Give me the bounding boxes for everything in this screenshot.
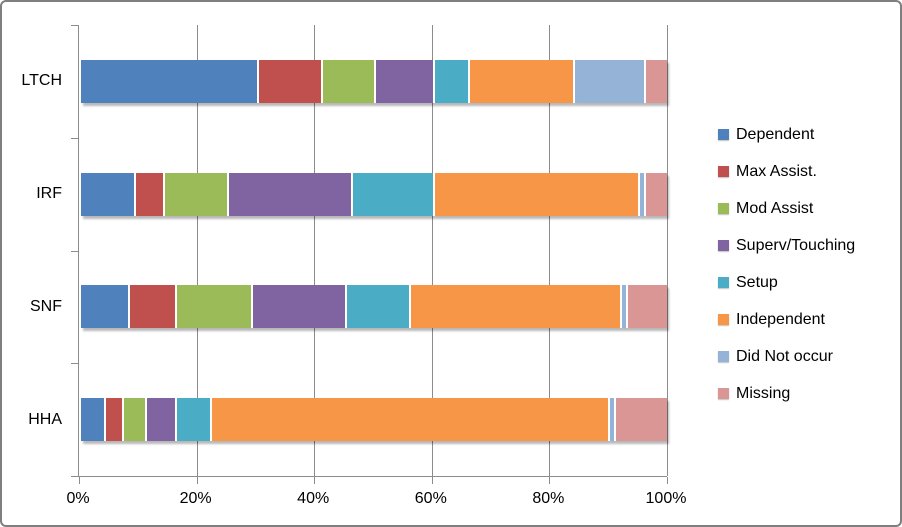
bar-segment-hha-superv-touching: [145, 398, 175, 441]
x-axis-tick: [314, 477, 316, 484]
bar-segment-ltch-superv-touching: [373, 60, 433, 103]
legend-swatch-icon: [718, 203, 729, 214]
bar-segment-snf-superv-touching: [250, 285, 345, 328]
gridline-20: [196, 25, 198, 476]
bar-segment-ltch-mod-assist: [321, 60, 374, 103]
bar-segment-snf-mod-assist: [174, 285, 251, 328]
legend: Dependent Max Assist. Mod Assist Superv/Tou…: [718, 123, 855, 419]
x-axis-label-20: 20%: [179, 490, 212, 507]
legend-swatch-icon: [718, 314, 729, 325]
bar-segment-ltch-setup: [432, 60, 468, 103]
legend-item-independent: Independent: [718, 308, 855, 331]
legend-label: Missing: [736, 384, 791, 402]
legend-swatch-icon: [718, 129, 729, 140]
bar-segment-snf-setup: [344, 285, 410, 328]
x-axis-label-100: 100%: [645, 490, 687, 507]
category-label-snf: SNF: [30, 298, 62, 315]
bar-hha: [81, 398, 667, 441]
bar-segment-ltch-max-assist: [256, 60, 322, 103]
bar-segment-irf-independent: [432, 173, 638, 216]
x-axis-tick: [431, 477, 433, 484]
legend-item-superv-touching: Superv/Touching: [718, 234, 855, 257]
bar-segment-ltch-did-not-occur: [573, 60, 644, 103]
y-axis-tick: [71, 25, 78, 26]
bar-segment-snf-missing: [625, 285, 667, 328]
bar-segment-hha-did-not-occur: [608, 398, 615, 441]
legend-swatch-icon: [718, 351, 729, 362]
legend-swatch-icon: [718, 240, 729, 251]
legend-swatch-icon: [718, 388, 729, 399]
bar-segment-hha-max-assist: [104, 398, 123, 441]
bar-segment-snf-independent: [409, 285, 621, 328]
legend-item-missing: Missing: [718, 382, 855, 405]
bar-segment-snf-dependent: [81, 285, 128, 328]
legend-label: Max Assist.: [736, 162, 817, 180]
legend-item-dependent: Dependent: [718, 123, 855, 146]
bar-segment-hha-missing: [614, 398, 667, 441]
bar-segment-irf-missing: [643, 173, 667, 216]
bar-irf: [81, 173, 667, 216]
bar-segment-irf-mod-assist: [163, 173, 228, 216]
gridline-60: [431, 25, 433, 476]
legend-label: Setup: [736, 273, 778, 291]
legend-item-max-assist: Max Assist.: [718, 160, 855, 183]
category-label-irf: IRF: [36, 185, 62, 202]
x-axis-label-60: 60%: [414, 490, 447, 507]
y-axis-tick: [71, 476, 78, 477]
gridline-100: [667, 25, 668, 476]
legend-label: Mod Assist: [736, 199, 814, 217]
bar-segment-hha-mod-assist: [122, 398, 146, 441]
bar-ltch: [81, 60, 667, 103]
x-axis-tick: [667, 477, 668, 484]
bar-segment-ltch-missing: [643, 60, 667, 103]
bar-segment-hha-setup: [174, 398, 210, 441]
y-axis-tick: [71, 363, 78, 365]
x-axis-tick: [196, 477, 198, 484]
bar-segment-irf-setup: [350, 173, 433, 216]
category-label-ltch: LTCH: [21, 72, 62, 89]
category-label-hha: HHA: [28, 411, 62, 428]
x-axis-label-0: 0%: [66, 490, 90, 507]
y-axis-tick: [71, 137, 78, 139]
bar-segment-irf-did-not-occur: [637, 173, 644, 216]
bar-segment-irf-superv-touching: [227, 173, 351, 216]
x-axis-tick: [79, 477, 80, 484]
plot-area: [71, 25, 668, 484]
bar-segment-hha-dependent: [81, 398, 105, 441]
bar-segment-snf-did-not-occur: [620, 285, 626, 328]
bar-segment-irf-dependent: [81, 173, 134, 216]
legend-swatch-icon: [718, 277, 729, 288]
bar-segment-ltch-dependent: [81, 60, 257, 103]
x-axis-label-80: 80%: [532, 490, 565, 507]
legend-label: Superv/Touching: [736, 236, 856, 254]
legend-item-did-not-occur: Did Not occur: [718, 345, 855, 368]
x-axis-tick: [549, 477, 551, 484]
legend-item-mod-assist: Mod Assist: [718, 197, 855, 220]
bar-segment-irf-max-assist: [133, 173, 164, 216]
legend-swatch-icon: [718, 166, 729, 177]
legend-label: Did Not occur: [736, 347, 833, 365]
bar-segment-snf-max-assist: [127, 285, 175, 328]
legend-label: Dependent: [736, 125, 815, 143]
bar-snf: [81, 285, 667, 328]
bar-segment-hha-independent: [209, 398, 609, 441]
legend-item-setup: Setup: [718, 271, 855, 294]
gridline-80: [549, 25, 551, 476]
gridline-40: [314, 25, 316, 476]
x-axis-label-40: 40%: [297, 490, 330, 507]
y-axis-tick: [71, 250, 78, 252]
legend-label: Independent: [736, 310, 825, 328]
bar-segment-ltch-independent: [467, 60, 574, 103]
